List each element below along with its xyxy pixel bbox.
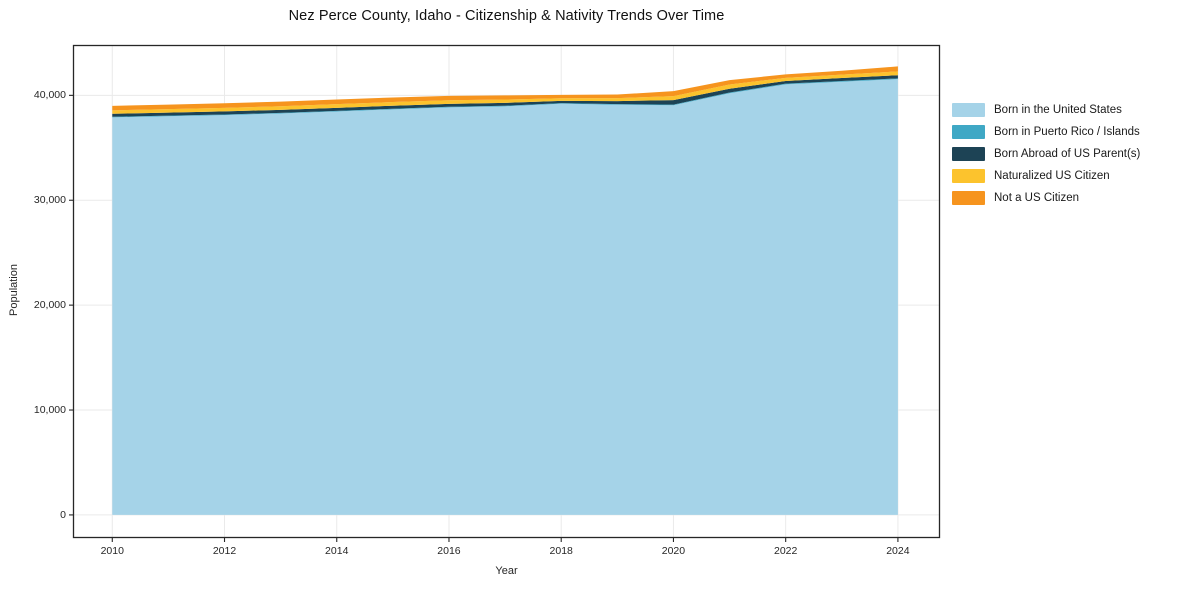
legend: Born in the United States Born in Puerto … xyxy=(952,99,1140,209)
legend-swatch-icon xyxy=(952,125,985,139)
legend-item-not-a-us-citizen: Not a US Citizen xyxy=(952,187,1140,209)
x-tick-label: 2016 xyxy=(437,545,461,557)
x-axis-label: Year xyxy=(495,565,518,577)
legend-swatch-icon xyxy=(952,103,985,117)
x-tick-label: 2020 xyxy=(661,545,686,557)
x-tick-label: 2022 xyxy=(773,545,798,557)
legend-item-born-in-puerto-rico-islands: Born in Puerto Rico / Islands xyxy=(952,121,1140,143)
legend-label: Born in Puerto Rico / Islands xyxy=(994,126,1140,138)
area-series-born-in-the-united-states xyxy=(112,79,898,515)
y-tick-label: 20,000 xyxy=(33,299,66,312)
legend-swatch-icon xyxy=(952,169,985,183)
legend-label: Not a US Citizen xyxy=(994,192,1080,204)
chart-title: Nez Perce County, Idaho - Citizenship & … xyxy=(288,8,725,24)
x-tick-label: 2010 xyxy=(100,545,124,557)
y-tick-label: 30,000 xyxy=(33,194,66,207)
y-axis-label: Population xyxy=(8,264,20,316)
area-series-not-a-us-citizen xyxy=(112,66,898,111)
x-tick-label: 2018 xyxy=(549,545,573,557)
legend-label: Naturalized US Citizen xyxy=(994,170,1110,182)
legend-item-born-in-the-united-states: Born in the United States xyxy=(952,99,1140,121)
x-tick-label: 2014 xyxy=(325,545,349,557)
plot-border xyxy=(72,44,941,539)
y-tick-label: 0 xyxy=(60,508,66,521)
legend-item-born-abroad-of-us-parent-s: Born Abroad of US Parent(s) xyxy=(952,143,1140,165)
y-tick-label: 10,000 xyxy=(33,404,66,417)
x-tick-label: 2012 xyxy=(212,545,237,557)
legend-label: Born Abroad of US Parent(s) xyxy=(994,148,1141,160)
legend-item-naturalized-us-citizen: Naturalized US Citizen xyxy=(952,165,1140,187)
area-series-naturalized-us-citizen xyxy=(112,71,898,114)
legend-label: Born in the United States xyxy=(994,104,1122,116)
plot-area xyxy=(69,44,941,542)
legend-swatch-icon xyxy=(952,147,985,161)
area-series-born-in-puerto-rico-islands xyxy=(112,78,898,118)
legend-swatch-icon xyxy=(952,191,985,205)
y-tick-label: 40,000 xyxy=(33,89,66,102)
x-tick-label: 2024 xyxy=(886,545,910,557)
area-series-born-abroad-of-us-parent-s xyxy=(112,75,898,117)
